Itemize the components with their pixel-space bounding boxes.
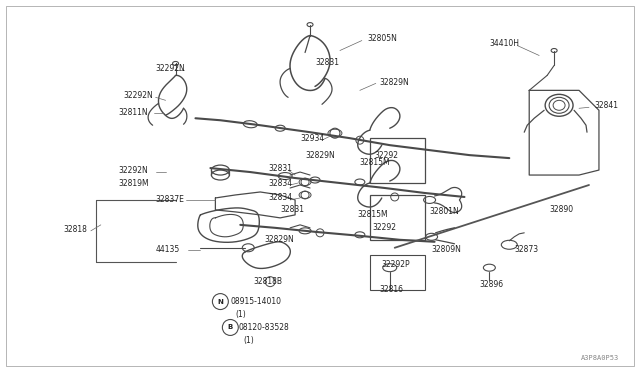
Text: 32829N: 32829N: [305, 151, 335, 160]
Text: 32829N: 32829N: [264, 235, 294, 244]
Bar: [370, 195, 424, 240]
Text: 32819M: 32819M: [119, 179, 149, 187]
Text: 32873: 32873: [515, 245, 538, 254]
Text: 08915-14010: 08915-14010: [230, 297, 282, 306]
Text: 32834: 32834: [268, 193, 292, 202]
Text: 32841: 32841: [594, 101, 618, 110]
Text: N: N: [218, 299, 223, 305]
Text: 32292N: 32292N: [119, 166, 148, 174]
Text: 32805N: 32805N: [368, 34, 397, 43]
Text: 34410H: 34410H: [490, 39, 520, 48]
Text: 32292N: 32292N: [156, 64, 186, 73]
Text: 32837E: 32837E: [156, 195, 184, 205]
Text: 32816: 32816: [380, 285, 404, 294]
Text: 32834: 32834: [268, 179, 292, 187]
Text: 32292: 32292: [375, 151, 399, 160]
Text: 08120-83528: 08120-83528: [238, 323, 289, 332]
Bar: [370, 138, 424, 183]
Text: 32815M: 32815M: [360, 158, 390, 167]
Bar: [370, 255, 424, 290]
Text: 32831: 32831: [268, 164, 292, 173]
Text: 32934: 32934: [300, 134, 324, 143]
Text: 32801N: 32801N: [429, 208, 460, 217]
Text: 32831: 32831: [280, 205, 304, 214]
Text: 32818B: 32818B: [253, 277, 282, 286]
Text: 32829N: 32829N: [380, 78, 410, 87]
Text: B: B: [228, 324, 233, 330]
Text: 32292P: 32292P: [382, 260, 410, 269]
Text: 32815M: 32815M: [358, 211, 388, 219]
Text: 32811N: 32811N: [119, 108, 148, 117]
Text: 32292N: 32292N: [124, 91, 154, 100]
Text: 44135: 44135: [156, 245, 180, 254]
Text: 32818: 32818: [63, 225, 87, 234]
Text: 32831: 32831: [315, 58, 339, 67]
Text: 32896: 32896: [479, 280, 504, 289]
Text: 32809N: 32809N: [431, 245, 461, 254]
Text: 32890: 32890: [549, 205, 573, 214]
Text: 32292: 32292: [373, 223, 397, 232]
Text: (1): (1): [236, 310, 246, 319]
Text: A3P8A0P53: A3P8A0P53: [580, 355, 619, 361]
Text: (1): (1): [243, 336, 254, 345]
